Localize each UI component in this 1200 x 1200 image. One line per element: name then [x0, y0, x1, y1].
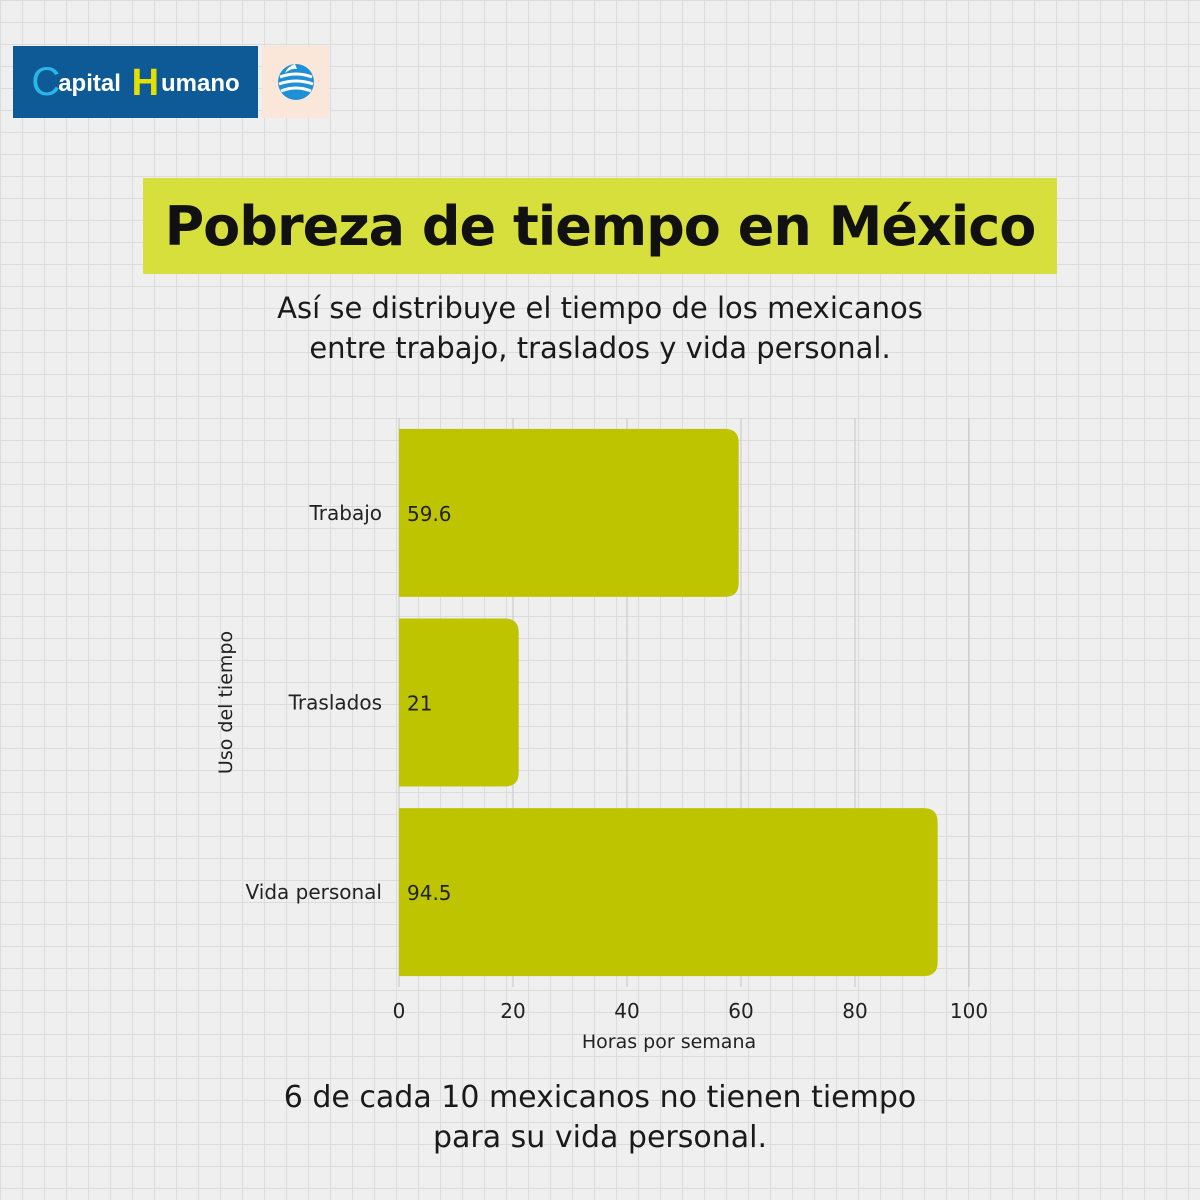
y-axis-label: Uso del tiempo [215, 631, 237, 774]
x-tick-label: 0 [393, 999, 406, 1023]
subtitle-line-1: Así se distribuye el tiempo de los mexic… [277, 291, 923, 325]
x-tick-label: 20 [500, 999, 525, 1023]
logo-word-humano: umano [161, 69, 240, 97]
bar-value-label: 94.5 [407, 881, 452, 905]
subtitle-line-2: entre trabajo, traslados y vida personal… [309, 331, 891, 365]
title-banner: Pobreza de tiempo en México [143, 178, 1057, 274]
category-label: Vida personal [246, 880, 382, 904]
logo-wordmark: Capital Humano [31, 60, 239, 105]
bar-value-label: 21 [407, 692, 432, 716]
logo-letter-h: H [131, 61, 160, 104]
globe-seal-icon [262, 46, 329, 118]
page-title: Pobreza de tiempo en México [164, 194, 1037, 258]
category-label: Traslados [288, 691, 382, 715]
bar [399, 428, 739, 597]
bar-value-label: 59.6 [407, 502, 452, 526]
bar [399, 808, 938, 977]
globe-icon [277, 64, 314, 100]
footer-line-2: para su vida personal. [433, 1120, 767, 1155]
logo-letter-c: C [31, 59, 61, 104]
category-label: Trabajo [309, 501, 383, 525]
x-tick-label: 60 [728, 999, 753, 1023]
bar [399, 618, 519, 787]
x-tick-label: 40 [614, 999, 639, 1023]
footer-line-1: 6 de cada 10 mexicanos no tienen tiempo [283, 1080, 917, 1115]
x-tick-label: 80 [842, 999, 867, 1023]
footer-note: 6 de cada 10 mexicanos no tienen tiempo … [150, 1078, 1050, 1158]
subtitle: Así se distribuye el tiempo de los mexic… [150, 288, 1050, 368]
x-tick-label: 100 [950, 999, 988, 1023]
capital-humano-logo: Capital Humano [13, 46, 258, 118]
x-axis-label: Horas por semana [582, 1031, 756, 1053]
logo-word-capital: apital [58, 69, 128, 97]
